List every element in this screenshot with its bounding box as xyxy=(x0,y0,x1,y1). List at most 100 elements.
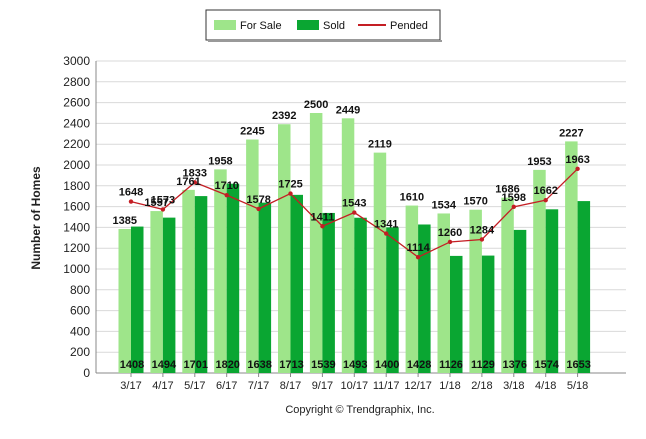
y-tick-label: 1600 xyxy=(63,200,90,214)
sold-bar xyxy=(481,255,495,373)
pended-point xyxy=(543,197,548,203)
sold-bar xyxy=(513,229,527,373)
for-sale-value-label: 1958 xyxy=(208,155,232,167)
sold-value-label: 1574 xyxy=(534,359,559,371)
for-sale-value-label: 2227 xyxy=(559,127,583,139)
pended-point xyxy=(384,231,389,236)
for-sale-bar xyxy=(501,197,514,373)
y-tick-label: 2200 xyxy=(63,137,90,151)
sold-bar xyxy=(258,202,272,373)
x-tick-label: 11/17 xyxy=(373,380,400,392)
for-sale-value-label: 1570 xyxy=(463,196,487,208)
sold-bar xyxy=(354,217,367,373)
pended-value-label: 1833 xyxy=(183,167,207,179)
legend-swatch xyxy=(214,20,236,30)
sold-value-label: 1539 xyxy=(311,359,335,371)
for-sale-value-label: 1953 xyxy=(527,156,551,168)
y-tick-label: 0 xyxy=(83,366,90,380)
for-sale-value-label: 2119 xyxy=(368,139,392,151)
sold-value-label: 1408 xyxy=(120,359,144,371)
for-sale-bar xyxy=(469,209,482,373)
for-sale-bar xyxy=(309,113,323,373)
pended-value-label: 1114 xyxy=(406,242,430,254)
pended-value-label: 1648 xyxy=(119,187,143,199)
x-tick-label: 3/17 xyxy=(120,380,141,392)
sold-bar xyxy=(386,227,399,373)
y-tick-label: 2800 xyxy=(63,75,90,89)
sold-value-label: 1653 xyxy=(566,359,590,371)
for-sale-bar xyxy=(437,213,450,373)
sold-value-label: 1126 xyxy=(439,359,463,371)
for-sale-bar xyxy=(182,189,195,373)
sold-bar xyxy=(577,201,591,373)
x-tick-label: 9/17 xyxy=(312,380,333,392)
y-axis-label: Number of Homes xyxy=(29,166,43,270)
y-axis-ticks: 0 200 400 600 800 1000 1200 1400 1600 1800 2000 220… xyxy=(63,54,90,380)
pended-point xyxy=(128,199,134,204)
y-tick-label: 400 xyxy=(70,324,90,338)
pended-value-label: 1284 xyxy=(470,224,495,236)
sold-value-label: 1400 xyxy=(375,359,399,371)
pended-value-label: 1341 xyxy=(374,219,398,231)
for-sale-bar xyxy=(341,118,355,373)
pended-value-label: 1573 xyxy=(151,194,175,206)
y-tick-label: 200 xyxy=(70,345,90,359)
x-tick-label: 1/18 xyxy=(439,380,460,392)
pended-value-label: 1662 xyxy=(533,185,557,197)
for-sale-value-label: 2245 xyxy=(240,126,264,138)
legend-label: Sold xyxy=(323,20,345,32)
y-tick-label: 1400 xyxy=(63,220,90,234)
for-sale-bar xyxy=(150,211,163,373)
sold-bar xyxy=(418,224,431,373)
pended-point xyxy=(320,224,325,229)
for-sale-value-label: 1761 xyxy=(176,176,200,188)
for-sale-value-label: 2392 xyxy=(272,110,296,122)
copyright-text: Copyright © Trendgraphix, Inc. xyxy=(285,404,434,416)
sold-value-label: 1638 xyxy=(247,359,271,371)
sold-bar xyxy=(162,217,176,373)
x-tick-label: 5/17 xyxy=(184,380,205,392)
for-sale-value-label: 2500 xyxy=(304,99,328,111)
for-sale-value-label: 1610 xyxy=(400,192,424,204)
for-sale-bar xyxy=(405,205,419,373)
for-sale-bar xyxy=(246,139,259,373)
sold-value-label: 1493 xyxy=(343,359,367,371)
y-tick-label: 800 xyxy=(70,283,90,297)
y-tick-label: 2400 xyxy=(63,116,90,130)
pended-value-label: 1710 xyxy=(214,180,238,192)
for-sale-bar xyxy=(278,124,291,374)
x-tick-label: 6/17 xyxy=(216,380,237,392)
pended-value-label: 1598 xyxy=(502,192,526,204)
sold-value-label: 1494 xyxy=(152,359,177,371)
x-axis-ticks: 3/17 4/17 5/17 6/17 7/17 8/17 9/17 10/17 11/17 12… xyxy=(120,373,588,392)
x-tick-label: 5/18 xyxy=(567,380,588,392)
legend-swatch xyxy=(297,20,319,30)
pended-value-label: 1260 xyxy=(438,227,462,239)
y-tick-label: 2000 xyxy=(63,158,90,172)
sold-bar xyxy=(545,209,559,373)
for-sale-bar xyxy=(118,228,131,373)
sold-value-label: 1376 xyxy=(503,359,527,371)
sold-bar xyxy=(322,212,335,373)
for-sale-value-label: 1686 xyxy=(495,184,519,196)
y-tick-label: 600 xyxy=(70,304,90,318)
sold-bar xyxy=(290,194,303,373)
pended-point xyxy=(224,192,229,198)
x-tick-label: 8/17 xyxy=(280,380,301,392)
for-sale-bar xyxy=(373,152,387,373)
pended-point xyxy=(352,210,357,215)
y-tick-label: 1800 xyxy=(63,179,90,193)
legend: For Sale Sold Pended xyxy=(205,9,442,42)
legend-label: Pended xyxy=(390,20,428,32)
pended-point xyxy=(479,237,485,242)
x-tick-label: 2/18 xyxy=(471,380,492,392)
x-tick-label: 12/17 xyxy=(404,380,432,392)
for-sale-bar xyxy=(214,169,227,373)
pended-point xyxy=(415,254,421,260)
sold-value-label: 1129 xyxy=(471,359,495,371)
pended-value-label: 1725 xyxy=(278,179,302,191)
x-tick-label: 10/17 xyxy=(341,380,369,392)
for-sale-value-label: 1385 xyxy=(113,215,137,227)
